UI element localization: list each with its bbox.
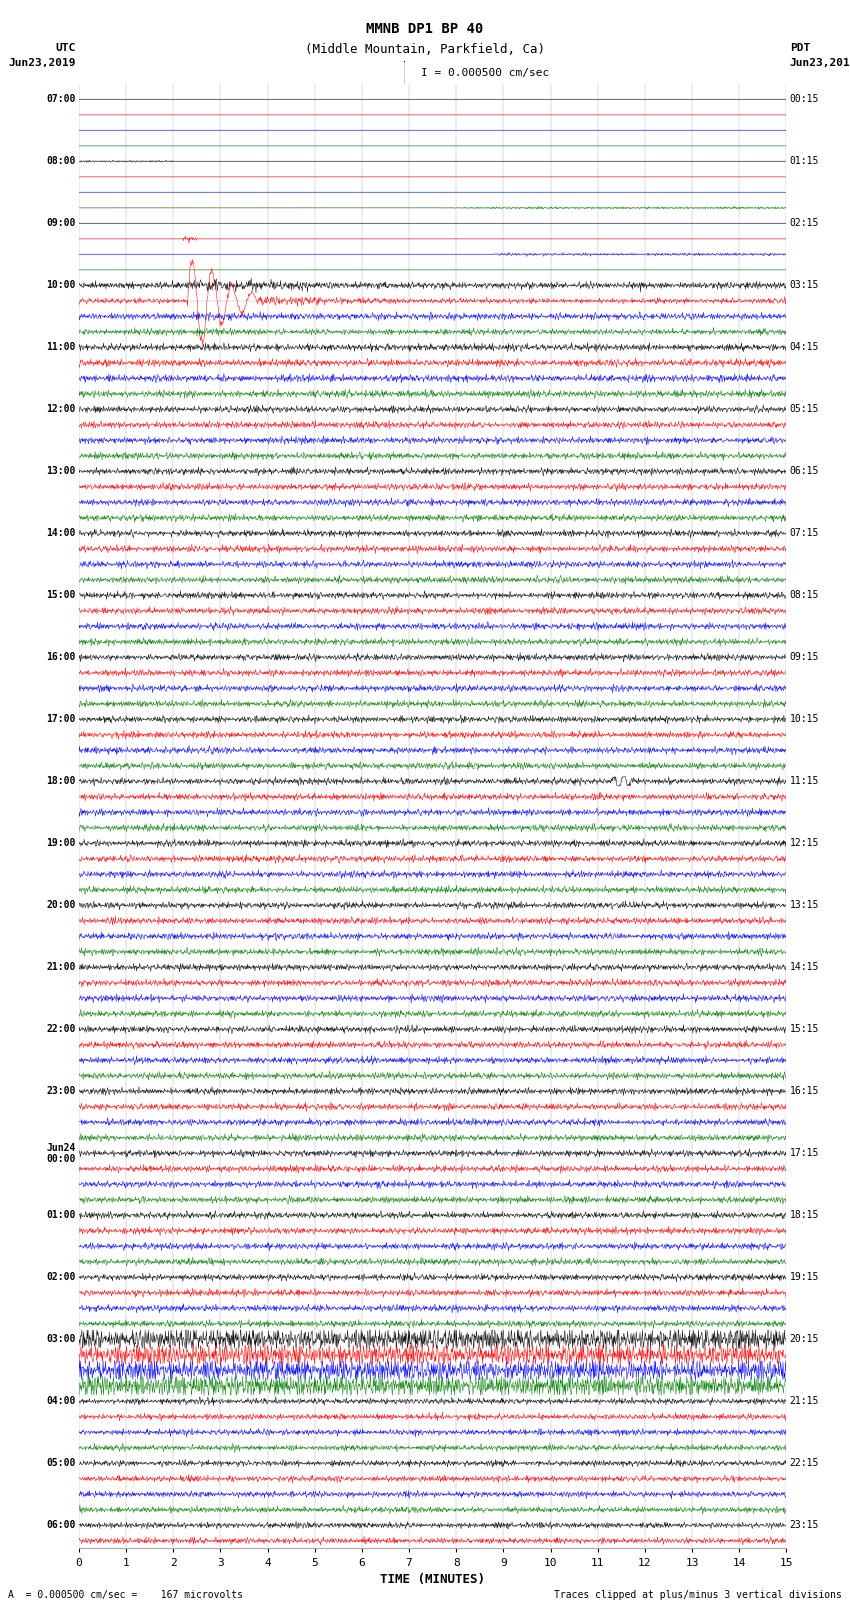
Text: 03:00: 03:00	[46, 1334, 76, 1344]
Text: 19:00: 19:00	[46, 839, 76, 848]
Text: 21:00: 21:00	[46, 963, 76, 973]
Text: 02:00: 02:00	[46, 1273, 76, 1282]
Text: 09:15: 09:15	[790, 652, 819, 663]
Text: 20:15: 20:15	[790, 1334, 819, 1344]
X-axis label: TIME (MINUTES): TIME (MINUTES)	[380, 1573, 485, 1586]
Text: 13:00: 13:00	[46, 466, 76, 476]
Text: 16:15: 16:15	[790, 1086, 819, 1097]
Text: MMNB DP1 BP 40: MMNB DP1 BP 40	[366, 23, 484, 37]
Text: 02:15: 02:15	[790, 218, 819, 229]
Text: UTC: UTC	[55, 44, 76, 53]
Text: 22:00: 22:00	[46, 1024, 76, 1034]
Text: 06:00: 06:00	[46, 1519, 76, 1531]
Text: 05:15: 05:15	[790, 405, 819, 415]
Text: 01:00: 01:00	[46, 1210, 76, 1221]
Text: 17:00: 17:00	[46, 715, 76, 724]
Text: 17:15: 17:15	[790, 1148, 819, 1158]
Text: 03:15: 03:15	[790, 281, 819, 290]
Text: 12:15: 12:15	[790, 839, 819, 848]
Text: 11:00: 11:00	[46, 342, 76, 352]
Text: 15:00: 15:00	[46, 590, 76, 600]
Text: 23:15: 23:15	[790, 1519, 819, 1531]
Text: 04:15: 04:15	[790, 342, 819, 352]
Text: 05:00: 05:00	[46, 1458, 76, 1468]
Text: 10:00: 10:00	[46, 281, 76, 290]
Text: 07:15: 07:15	[790, 529, 819, 539]
Text: 22:15: 22:15	[790, 1458, 819, 1468]
Text: 08:15: 08:15	[790, 590, 819, 600]
Text: I = 0.000500 cm/sec: I = 0.000500 cm/sec	[421, 68, 549, 77]
Text: 07:00: 07:00	[46, 95, 76, 105]
Text: 11:15: 11:15	[790, 776, 819, 786]
Text: 21:15: 21:15	[790, 1397, 819, 1407]
Text: 08:00: 08:00	[46, 156, 76, 166]
Text: 09:00: 09:00	[46, 218, 76, 229]
Text: Traces clipped at plus/minus 3 vertical divisions: Traces clipped at plus/minus 3 vertical …	[553, 1590, 842, 1600]
Text: Jun24
00:00: Jun24 00:00	[46, 1144, 76, 1163]
Text: 16:00: 16:00	[46, 652, 76, 663]
Text: (Middle Mountain, Parkfield, Ca): (Middle Mountain, Parkfield, Ca)	[305, 42, 545, 56]
Text: Jun23,2019: Jun23,2019	[790, 58, 850, 68]
Text: 23:00: 23:00	[46, 1086, 76, 1097]
Text: 01:15: 01:15	[790, 156, 819, 166]
Text: 18:00: 18:00	[46, 776, 76, 786]
Text: 19:15: 19:15	[790, 1273, 819, 1282]
Text: 13:15: 13:15	[790, 900, 819, 910]
Text: 10:15: 10:15	[790, 715, 819, 724]
Text: 12:00: 12:00	[46, 405, 76, 415]
Text: 14:00: 14:00	[46, 529, 76, 539]
Text: 00:15: 00:15	[790, 95, 819, 105]
Text: PDT: PDT	[790, 44, 810, 53]
Text: 04:00: 04:00	[46, 1397, 76, 1407]
Text: 20:00: 20:00	[46, 900, 76, 910]
Text: Jun23,2019: Jun23,2019	[8, 58, 76, 68]
Text: 06:15: 06:15	[790, 466, 819, 476]
Text: A  = 0.000500 cm/sec =    167 microvolts: A = 0.000500 cm/sec = 167 microvolts	[8, 1590, 243, 1600]
Text: 14:15: 14:15	[790, 963, 819, 973]
Text: 18:15: 18:15	[790, 1210, 819, 1221]
Text: 15:15: 15:15	[790, 1024, 819, 1034]
